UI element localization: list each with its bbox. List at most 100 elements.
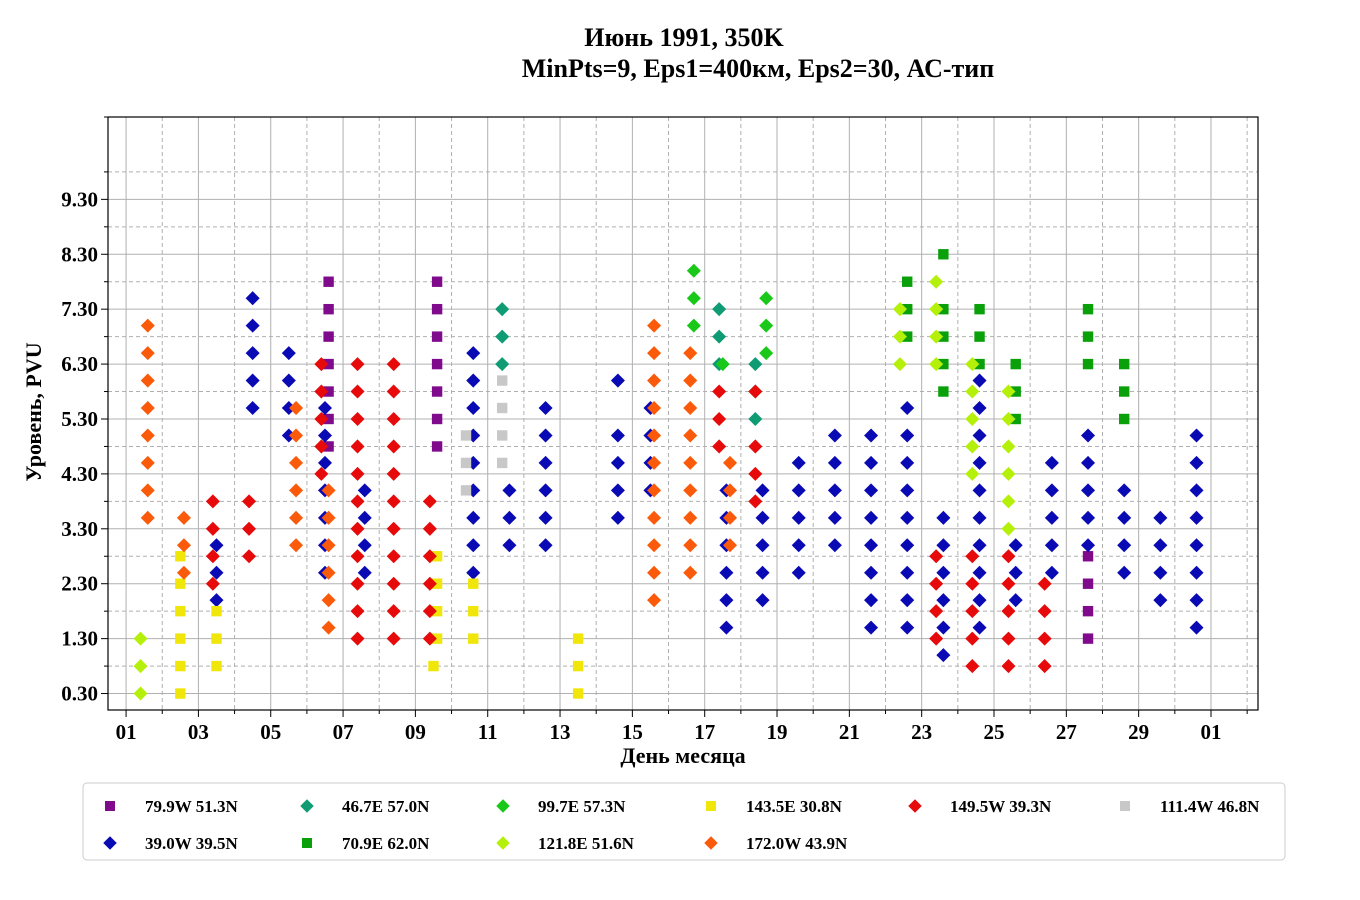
data-point — [972, 565, 987, 580]
data-point — [900, 455, 915, 470]
data-point — [647, 318, 662, 333]
data-point — [468, 578, 479, 589]
data-point — [350, 494, 365, 509]
data-point — [205, 549, 220, 564]
data-point — [748, 384, 763, 399]
data-point — [1001, 576, 1016, 591]
data-point — [572, 660, 584, 672]
data-point — [386, 549, 401, 564]
data-point — [712, 384, 727, 399]
data-point — [431, 331, 443, 342]
y-tick-label: 3.30 — [61, 517, 98, 541]
data-point — [972, 620, 987, 635]
data-point — [431, 605, 443, 617]
data-point — [647, 346, 662, 361]
data-point — [938, 386, 949, 397]
data-point — [431, 551, 443, 562]
legend-item: 79.9W 51.3N — [105, 797, 238, 816]
data-point — [1117, 483, 1132, 498]
data-point — [1082, 633, 1094, 644]
data-point — [422, 494, 437, 509]
data-point — [972, 483, 987, 498]
data-point — [245, 400, 260, 416]
data-point — [314, 439, 329, 454]
data-point — [755, 538, 770, 553]
data-point — [755, 483, 770, 498]
data-point — [683, 483, 698, 498]
data-point — [140, 346, 155, 361]
data-point — [1001, 659, 1016, 674]
data-point — [323, 358, 334, 370]
data-point — [314, 466, 329, 481]
data-point — [610, 373, 625, 388]
data-point — [929, 302, 944, 317]
legend-item: 111.4W 46.8N — [1120, 797, 1260, 816]
data-point — [647, 538, 662, 553]
data-point — [175, 660, 186, 672]
data-point — [572, 688, 584, 699]
data-point — [140, 510, 155, 525]
data-point — [791, 510, 806, 525]
data-point — [1044, 565, 1059, 580]
data-point — [1081, 510, 1096, 525]
data-point — [1081, 428, 1096, 443]
data-point — [466, 565, 481, 580]
data-point — [647, 455, 662, 470]
data-point — [938, 303, 949, 315]
data-point — [647, 483, 662, 498]
data-point — [140, 373, 155, 388]
data-point — [972, 400, 987, 416]
data-point — [1044, 510, 1059, 525]
x-tick-label: 11 — [478, 720, 498, 744]
data-point — [929, 329, 944, 344]
data-point — [502, 538, 517, 553]
data-point — [1001, 604, 1016, 619]
legend: 79.9W 51.3N 46.7E 57.0N 99.7E 57.3N 143.5E … — [82, 782, 1286, 861]
data-point — [1118, 386, 1130, 397]
data-point — [431, 441, 443, 452]
x-tick-label: 27 — [1056, 720, 1077, 744]
data-point — [289, 455, 304, 470]
y-tick-label: 6.30 — [61, 352, 98, 376]
data-point — [900, 565, 915, 580]
data-point — [1189, 538, 1204, 553]
data-point — [422, 521, 437, 536]
legend-marker — [706, 801, 716, 811]
data-point — [1153, 593, 1168, 608]
data-point — [281, 373, 296, 388]
data-point — [350, 631, 365, 646]
data-point — [929, 274, 944, 289]
data-point — [1189, 510, 1204, 525]
data-point — [965, 659, 980, 674]
data-point — [502, 510, 517, 525]
data-point — [496, 402, 508, 414]
data-point — [972, 510, 987, 525]
series-7 — [140, 318, 738, 635]
data-point — [759, 291, 774, 306]
data-point — [1082, 331, 1094, 342]
y-tick-label: 4.30 — [61, 462, 98, 486]
data-point — [496, 457, 508, 469]
data-point — [610, 455, 625, 470]
data-point — [965, 631, 980, 646]
legend-label: 149.5W 39.3N — [950, 797, 1052, 816]
data-point — [1189, 620, 1204, 635]
data-point — [610, 428, 625, 443]
data-point — [422, 604, 437, 619]
data-point — [176, 510, 191, 525]
data-point — [722, 538, 738, 553]
legend-label: 172.0W 43.9N — [746, 834, 848, 853]
data-point — [350, 439, 365, 454]
data-point — [965, 604, 980, 619]
x-tick-label: 29 — [1128, 720, 1149, 744]
data-point — [538, 455, 553, 470]
data-point — [496, 375, 508, 386]
legend-marker — [300, 799, 314, 813]
data-point — [317, 455, 333, 470]
data-point — [715, 357, 730, 372]
data-point — [722, 455, 738, 470]
data-point — [1081, 483, 1096, 498]
data-point — [314, 411, 329, 427]
data-point — [175, 633, 186, 644]
data-point — [431, 276, 443, 287]
